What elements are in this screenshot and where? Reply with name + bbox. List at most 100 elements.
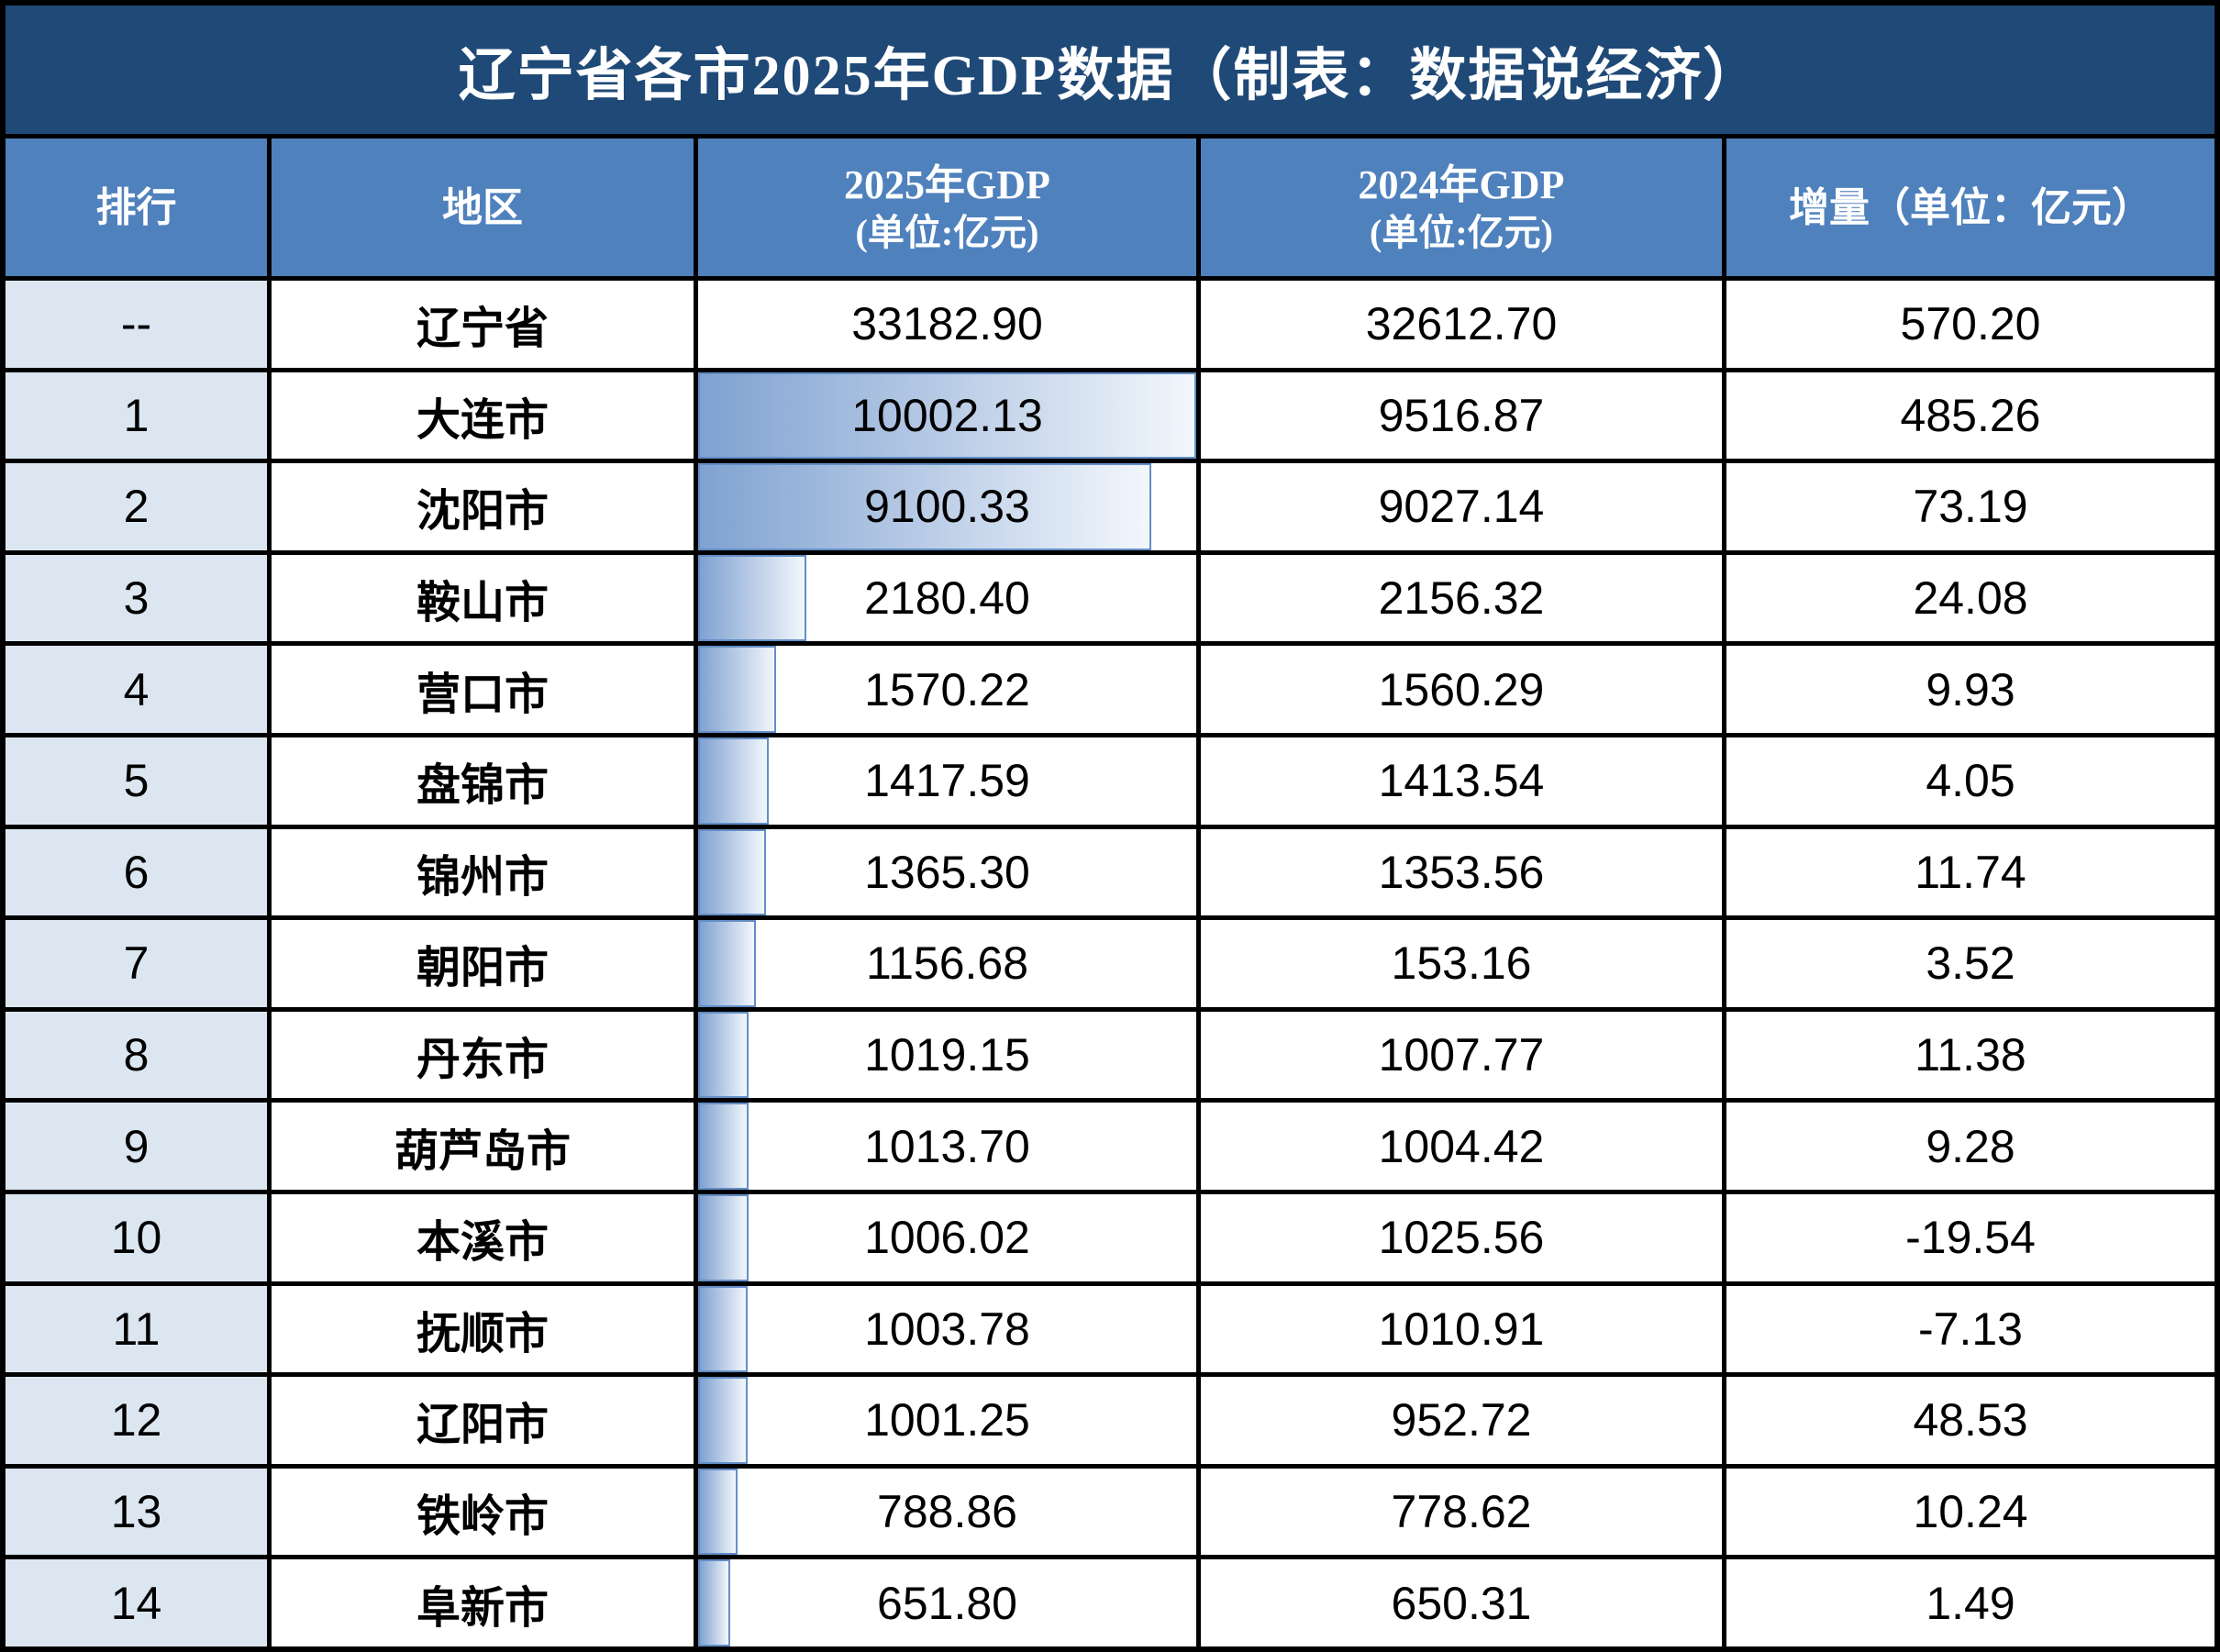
gdp-2025-cell: 1417.59	[698, 737, 1196, 825]
gdp-2024-value: 1413.54	[1378, 755, 1545, 807]
gdp-2025-value: 1013.70	[864, 1120, 1030, 1172]
table-row: 4 营口市 1570.22 1560.29 9.93	[6, 646, 2214, 733]
header-rank-label: 排行	[95, 184, 177, 230]
delta-value: 4.05	[1926, 755, 2015, 807]
delta-cell: 485.26	[1726, 371, 2214, 460]
gdp-2024-value: 1353.56	[1378, 846, 1545, 898]
rank-cell: 2	[6, 463, 267, 550]
gdp-2025-value: 1570.22	[864, 663, 1030, 715]
header-cell-gdp-2024: 2024年GDP (单位:亿元)	[1201, 139, 1722, 276]
gdp-2025-cell: 651.80	[698, 1559, 1196, 1646]
table-row: 11 抚顺市 1003.78 1010.91 -7.13	[6, 1285, 2214, 1373]
data-bar	[698, 737, 769, 825]
table-row: 9 葫芦岛市 1013.70 1004.42 9.28	[6, 1103, 2214, 1190]
gdp-2025-value: 33182.90	[851, 298, 1043, 350]
data-bar	[698, 1377, 749, 1464]
data-bar	[698, 646, 777, 733]
rank-cell: 7	[6, 920, 267, 1007]
gdp-2024-value: 2156.32	[1378, 572, 1545, 625]
table-row: 5 盘锦市 1417.59 1413.54 4.05	[6, 737, 2214, 825]
delta-cell: 10.24	[1726, 1468, 2214, 1556]
rank-cell: 10	[6, 1193, 267, 1281]
gdp-2024-value: 1007.77	[1378, 1029, 1545, 1081]
gdp-2024-cell: 1007.77	[1201, 1011, 1722, 1099]
gdp-2024-cell: 1010.91	[1201, 1285, 1722, 1373]
gdp-2024-value: 9027.14	[1378, 481, 1545, 533]
gdp-2024-cell: 1025.56	[1201, 1193, 1722, 1281]
delta-value: -7.13	[1918, 1303, 2023, 1355]
gdp-2025-value: 1006.02	[864, 1212, 1030, 1264]
header-cell-gdp-2025: 2025年GDP (单位:亿元)	[698, 139, 1196, 276]
delta-cell: 1.49	[1726, 1559, 2214, 1646]
region-cell: 辽宁省	[272, 281, 694, 368]
delta-value: 24.08	[1913, 572, 2028, 625]
region-cell: 抚顺市	[272, 1285, 694, 1373]
gdp-2024-cell: 153.16	[1201, 920, 1722, 1007]
rank-cell: 11	[6, 1285, 267, 1373]
gdp-2024-cell: 9516.87	[1201, 371, 1722, 460]
gdp-2025-value: 2180.40	[864, 572, 1030, 625]
gdp-2024-value: 1010.91	[1378, 1303, 1545, 1355]
region-cell: 盘锦市	[272, 737, 694, 825]
rank-cell: --	[6, 281, 267, 368]
delta-cell: 570.20	[1726, 281, 2214, 368]
delta-cell: 11.38	[1726, 1011, 2214, 1099]
gdp-2025-value: 9100.33	[864, 481, 1030, 533]
gdp-2025-cell: 33182.90	[698, 281, 1196, 368]
header-cell-delta: 增量（单位：亿元）	[1726, 139, 2214, 276]
data-bar	[698, 1193, 749, 1281]
delta-cell: 48.53	[1726, 1377, 2214, 1464]
region-cell: 沈阳市	[272, 463, 694, 550]
header-gdp2025-label: 2025年GDP	[844, 161, 1050, 207]
delta-cell: 9.93	[1726, 646, 2214, 733]
region-cell: 锦州市	[272, 828, 694, 916]
gdp-2025-value: 1156.68	[865, 937, 1029, 990]
rank-cell: 9	[6, 1103, 267, 1190]
gdp-2024-value: 1025.56	[1378, 1212, 1545, 1264]
gdp-2024-cell: 778.62	[1201, 1468, 1722, 1556]
gdp-2024-cell: 1004.42	[1201, 1103, 1722, 1190]
region-cell: 葫芦岛市	[272, 1103, 694, 1190]
rank-cell: 6	[6, 828, 267, 916]
header-gdp2024-unit: (单位:亿元)	[1370, 211, 1553, 253]
delta-cell: 73.19	[1726, 463, 2214, 550]
delta-value: 9.93	[1926, 663, 2015, 715]
gdp-2025-cell: 1019.15	[698, 1011, 1196, 1099]
gdp-2024-cell: 2156.32	[1201, 554, 1722, 642]
table-row: -- 辽宁省 33182.90 32612.70 570.20	[6, 281, 2214, 368]
gdp-2025-value: 1019.15	[864, 1029, 1030, 1081]
table-row: 1 大连市 10002.13 9516.87 485.26	[6, 371, 2214, 460]
delta-cell: 11.74	[1726, 828, 2214, 916]
gdp-2025-value: 1003.78	[864, 1303, 1030, 1355]
gdp-2025-cell: 1365.30	[698, 828, 1196, 916]
gdp-2024-value: 650.31	[1391, 1577, 1532, 1629]
data-bar	[698, 1285, 749, 1373]
gdp-2024-cell: 32612.70	[1201, 281, 1722, 368]
region-cell: 本溪市	[272, 1193, 694, 1281]
region-cell: 铁岭市	[272, 1468, 694, 1556]
gdp-2025-value: 10002.13	[851, 389, 1043, 441]
gdp-2025-cell: 1013.70	[698, 1103, 1196, 1190]
gdp-2025-value: 1365.30	[864, 846, 1030, 898]
data-bar	[698, 554, 807, 642]
region-cell: 阜新市	[272, 1559, 694, 1646]
gdp-2025-value: 651.80	[877, 1577, 1017, 1629]
rank-cell: 1	[6, 371, 267, 460]
gdp-2025-value: 1001.25	[864, 1394, 1030, 1447]
gdp-2025-cell: 1006.02	[698, 1193, 1196, 1281]
gdp-2024-cell: 952.72	[1201, 1377, 1722, 1464]
delta-value: 3.52	[1926, 937, 2015, 990]
rank-cell: 4	[6, 646, 267, 733]
gdp-2024-value: 32612.70	[1365, 298, 1558, 350]
region-cell: 鞍山市	[272, 554, 694, 642]
header-cell-region: 地区	[272, 139, 694, 276]
delta-cell: 24.08	[1726, 554, 2214, 642]
header-cell-rank: 排行	[6, 139, 267, 276]
gdp-2024-value: 1004.42	[1378, 1120, 1545, 1172]
gdp-2025-cell: 2180.40	[698, 554, 1196, 642]
delta-value: 10.24	[1913, 1486, 2028, 1538]
table-row: 8 丹东市 1019.15 1007.77 11.38	[6, 1011, 2214, 1099]
region-cell: 朝阳市	[272, 920, 694, 1007]
header-row: 排行 地区 2025年GDP (单位:亿元) 2024年GDP (单位:亿元) …	[6, 139, 2214, 276]
gdp-2024-cell: 9027.14	[1201, 463, 1722, 550]
